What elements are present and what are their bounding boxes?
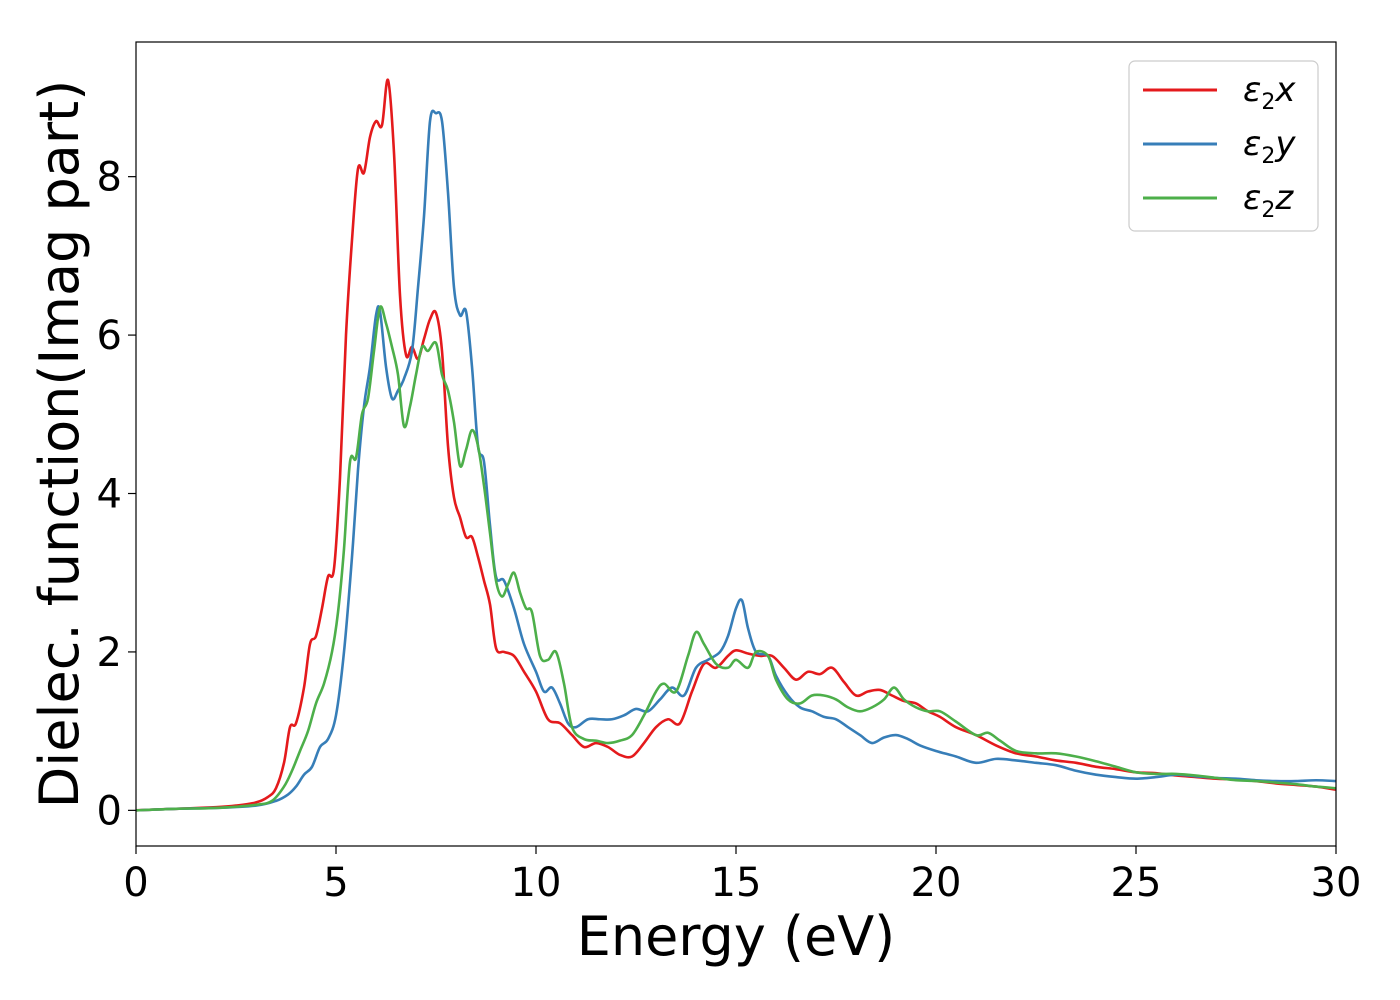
legend-component: x — [1274, 70, 1296, 110]
legend-box — [1128, 60, 1319, 232]
series-layer — [136, 78, 1336, 812]
x-tick-label: 5 — [323, 860, 348, 906]
x-axis-label: Energy (eV) — [577, 905, 896, 968]
series-line-y — [136, 109, 1336, 812]
legend-component: y — [1274, 124, 1296, 164]
y-axis-ticks: 0 2 4 6 8 — [97, 155, 136, 834]
y-axis-label: Dielec. function(Imag part) — [28, 80, 91, 809]
y-tick-label: 6 — [97, 313, 122, 359]
y-tick-label: 8 — [97, 155, 122, 201]
y-tick-label: 4 — [97, 472, 122, 518]
x-tick-label: 0 — [123, 860, 148, 906]
x-tick-label: 25 — [1111, 860, 1162, 906]
legend-symbol: ε — [1243, 178, 1261, 218]
legend-subscript: 2 — [1261, 90, 1275, 115]
legend-component: z — [1274, 178, 1294, 218]
legend-entry-x: ε2x — [1243, 70, 1296, 115]
x-tick-label: 20 — [911, 860, 962, 906]
legend-subscript: 2 — [1261, 144, 1275, 169]
legend-subscript: 2 — [1261, 198, 1275, 223]
series-line-z — [136, 305, 1336, 812]
x-tick-label: 15 — [711, 860, 762, 906]
y-tick-label: 0 — [97, 788, 122, 834]
legend-symbol: ε — [1243, 70, 1261, 110]
series-line-x — [136, 78, 1336, 812]
legend-symbol: ε — [1243, 124, 1261, 164]
x-tick-label: 30 — [1311, 860, 1362, 906]
x-axis-ticks: 0 5 10 15 20 25 30 — [123, 846, 1361, 906]
y-tick-label: 2 — [97, 630, 122, 676]
legend-entry-y: ε2y — [1243, 124, 1296, 169]
x-tick-label: 10 — [511, 860, 562, 906]
legend-entry-z: ε2z — [1243, 178, 1294, 223]
